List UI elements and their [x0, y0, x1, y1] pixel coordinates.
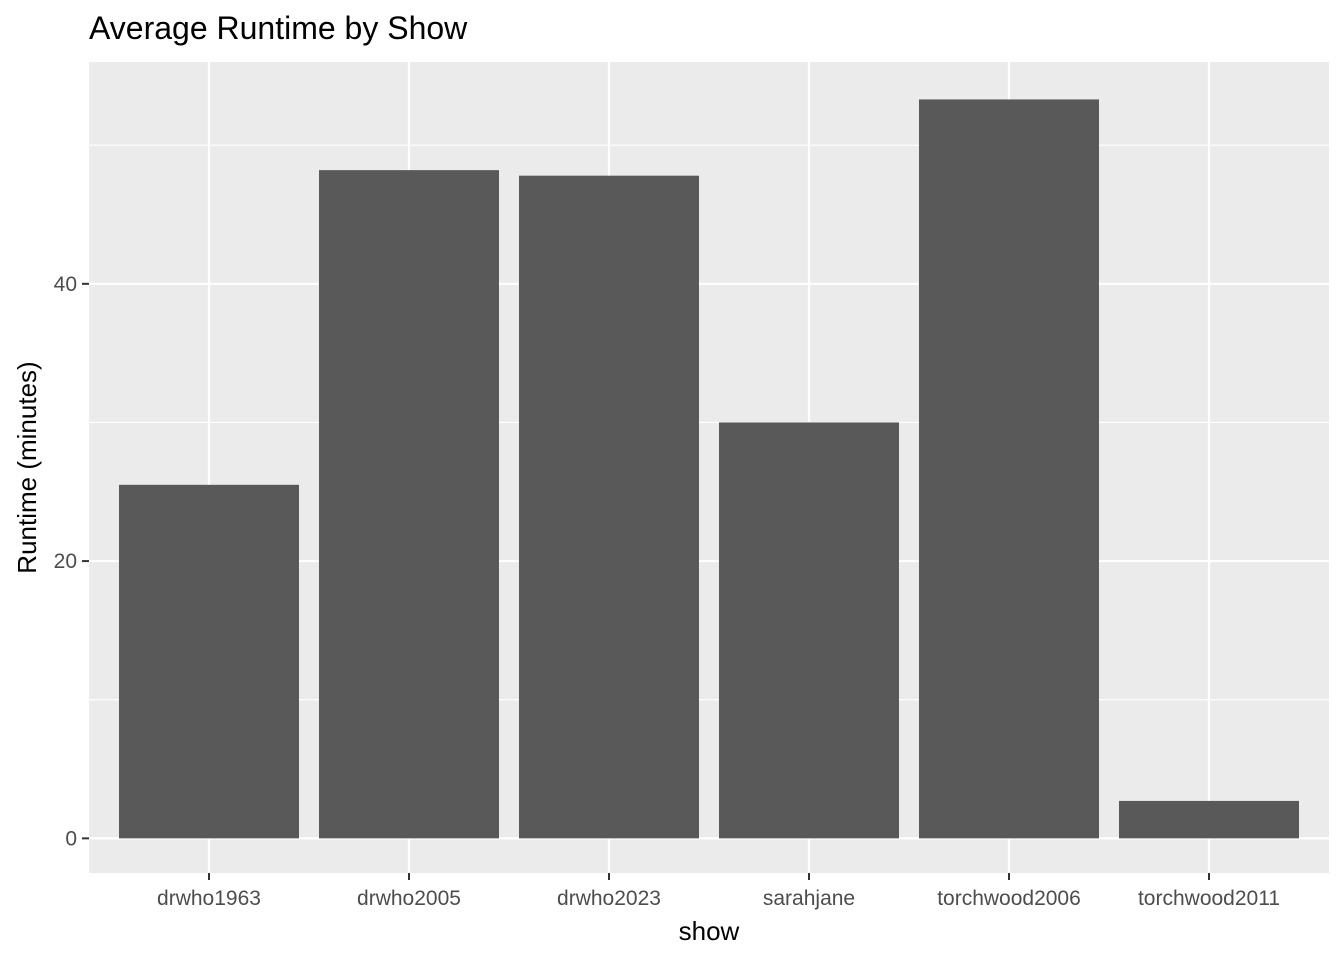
- bar-torchwood2006: [919, 99, 1099, 839]
- y-tick-label: 40: [54, 273, 77, 296]
- bar-drwho2023: [519, 175, 699, 839]
- x-tick-label: drwho2005: [357, 887, 461, 910]
- x-tick-label: torchwood2006: [937, 887, 1081, 910]
- y-tick-label: 20: [54, 550, 77, 573]
- bar-drwho1963: [119, 484, 299, 839]
- bar-torchwood2011: [1119, 800, 1299, 839]
- x-tick-label: drwho1963: [157, 887, 261, 910]
- bar-drwho2005: [319, 170, 499, 839]
- x-tick-label: torchwood2011: [1138, 887, 1280, 910]
- y-tick-label: 0: [65, 827, 77, 850]
- x-tick-label: sarahjane: [763, 887, 855, 910]
- x-tick-label: drwho2023: [557, 887, 661, 910]
- y-axis-title: Runtime (minutes): [12, 361, 42, 573]
- bar-sarahjane: [719, 422, 899, 839]
- chart-title: Average Runtime by Show: [89, 10, 468, 46]
- x-axis-title: show: [679, 916, 740, 946]
